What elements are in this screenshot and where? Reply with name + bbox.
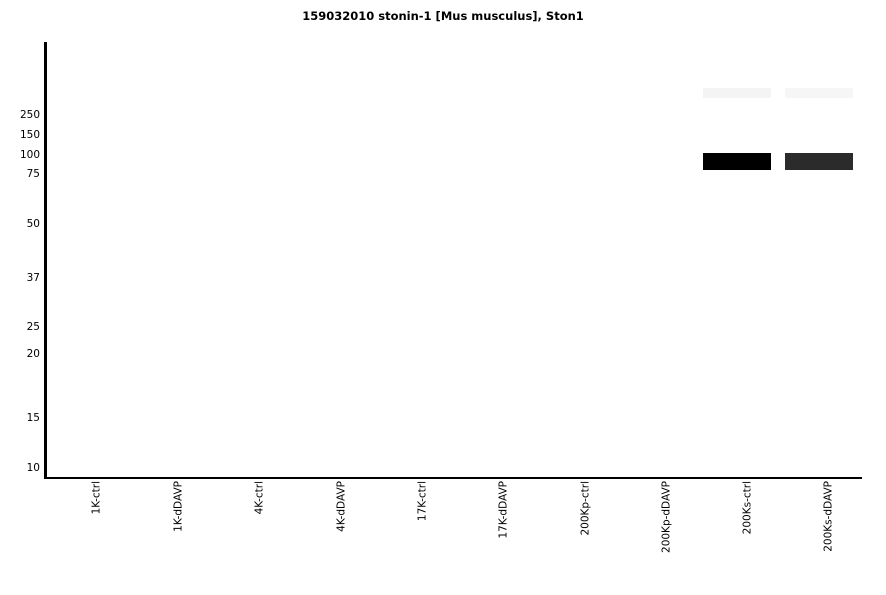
y-axis-tick-label: 100 <box>19 149 40 161</box>
x-axis-tick-label: 17K-ctrl <box>416 481 429 522</box>
y-axis-tick-label: 150 <box>19 129 40 141</box>
y-axis-tick-label: 10 <box>26 462 40 474</box>
x-axis-tick: 17K-dDAVP <box>497 481 511 591</box>
x-axis-tick-label: 200Kp-ctrl <box>579 481 592 536</box>
blot-plot-area <box>47 42 862 477</box>
x-axis-tick: 200Kp-ctrl <box>579 481 593 591</box>
y-axis-tick-label: 37 <box>26 272 40 284</box>
page-title: 159032010 stonin-1 [Mus musculus], Ston1 <box>302 9 584 23</box>
x-axis-tick-label: 4K-dDAVP <box>335 481 348 532</box>
x-axis-tick: 200Ks-dDAVP <box>822 481 836 591</box>
x-axis-tick-label: 1K-ctrl <box>90 481 103 515</box>
y-axis-tick: 50 <box>0 218 40 230</box>
blot-lane[interactable] <box>784 42 853 477</box>
x-axis-tick: 17K-ctrl <box>416 481 430 591</box>
y-axis-tick-label: 20 <box>26 348 40 360</box>
blot-lane[interactable] <box>169 42 239 477</box>
y-axis-tick: 250 <box>0 109 40 121</box>
blot-band <box>784 153 853 170</box>
y-axis-tick: 75 <box>0 168 40 180</box>
blot-lane[interactable] <box>494 42 564 477</box>
x-axis-tick: 200Ks-ctrl <box>741 481 755 591</box>
blot-band <box>702 153 771 170</box>
y-axis-tick-label: 25 <box>26 321 40 333</box>
x-axis-tick-label: 200Kp-dDAVP <box>660 481 673 553</box>
x-axis-tick-label: 1K-dDAVP <box>172 481 185 532</box>
blot-band <box>784 88 853 98</box>
y-axis-tick: 25 <box>0 321 40 333</box>
y-axis-line <box>44 42 47 479</box>
y-axis-tick-label: 50 <box>26 218 40 230</box>
y-axis-tick: 100 <box>0 149 40 161</box>
x-axis-tick: 4K-ctrl <box>253 481 267 591</box>
blot-lane[interactable] <box>576 42 646 477</box>
blot-lane[interactable] <box>702 42 771 477</box>
y-axis-tick-label: 15 <box>26 412 40 424</box>
x-axis-tick-label: 17K-dDAVP <box>497 481 510 539</box>
x-axis-tick-label: 200Ks-dDAVP <box>822 481 835 552</box>
x-axis-line <box>44 476 862 479</box>
y-axis-tick: 10 <box>0 462 40 474</box>
x-axis-tick: 200Kp-dDAVP <box>660 481 674 591</box>
blot-lane[interactable] <box>332 42 402 477</box>
y-axis-tick-label: 250 <box>19 109 40 121</box>
x-axis-tick: 4K-dDAVP <box>335 481 349 591</box>
y-axis-tick: 15 <box>0 412 40 424</box>
y-axis-tick: 150 <box>0 129 40 141</box>
y-axis-tick: 20 <box>0 348 40 360</box>
y-axis-tick: 37 <box>0 272 40 284</box>
x-axis-tick-label: 4K-ctrl <box>253 481 266 515</box>
blot-lane[interactable] <box>250 42 320 477</box>
blot-band <box>702 88 771 98</box>
blot-lane[interactable] <box>413 42 483 477</box>
x-axis-tick: 1K-dDAVP <box>172 481 186 591</box>
y-axis-tick-label: 75 <box>26 168 40 180</box>
x-axis-tick-label: 200Ks-ctrl <box>741 481 754 535</box>
x-axis-tick: 1K-ctrl <box>90 481 104 591</box>
blot-lane[interactable] <box>87 42 157 477</box>
